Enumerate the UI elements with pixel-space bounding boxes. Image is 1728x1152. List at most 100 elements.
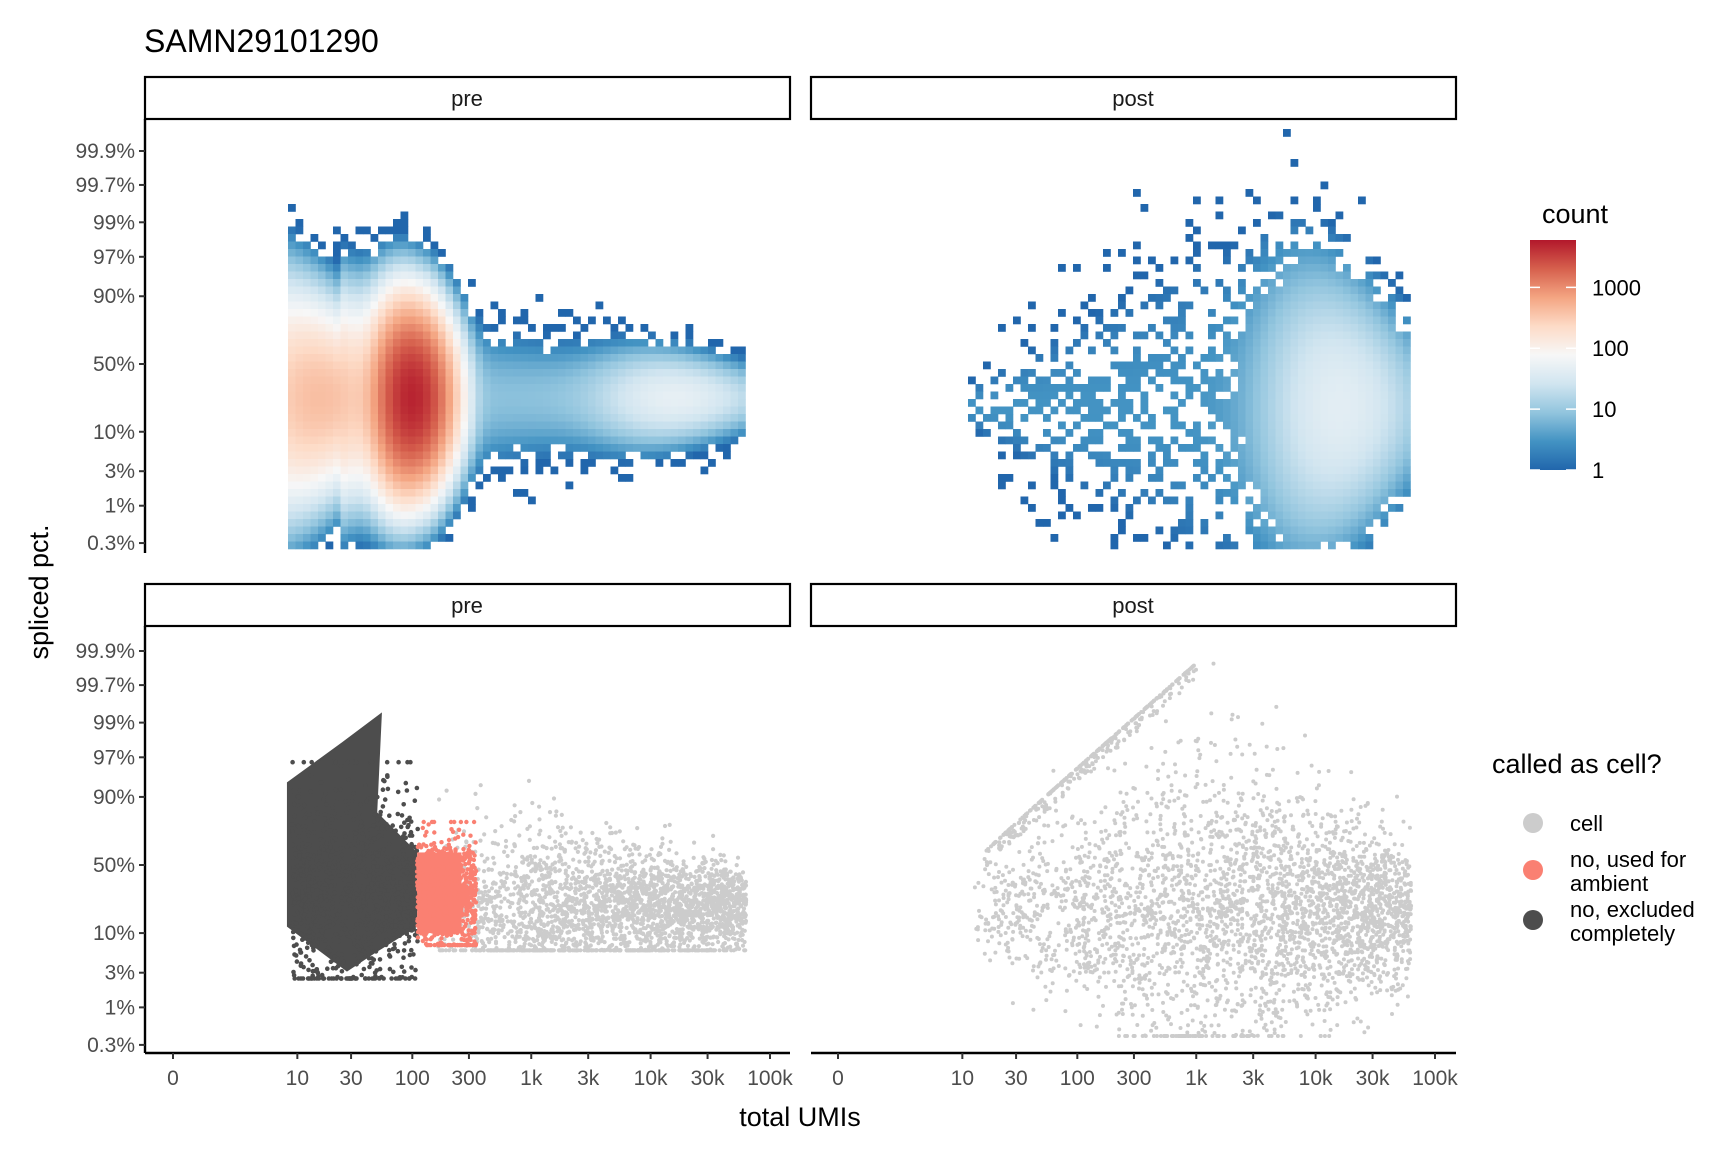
heatmap-tile (1260, 384, 1269, 392)
heatmap-tile (1170, 414, 1179, 422)
heatmap-tile (1178, 354, 1186, 362)
heatmap-tile (340, 354, 349, 362)
heatmap-tile (1200, 376, 1209, 385)
heatmap-tile (445, 294, 454, 302)
heatmap-tile (333, 324, 341, 332)
heatmap-tile (670, 436, 679, 445)
heatmap-tile (363, 481, 371, 490)
heatmap-tile (700, 466, 709, 475)
heatmap-tile (1253, 504, 1261, 512)
heatmap-tile (543, 399, 551, 407)
heatmap-tile (460, 346, 469, 355)
scatter-point (303, 935, 309, 940)
heatmap-tile (1215, 211, 1224, 220)
heatmap-tile (1260, 249, 1269, 257)
heatmap-tile (1215, 324, 1224, 332)
heatmap-pre (288, 204, 746, 550)
heatmap-tile (1260, 354, 1269, 362)
heatmap-tile (1335, 534, 1344, 542)
scatter-point (306, 967, 311, 973)
heatmap-tile (1080, 331, 1089, 340)
scatter-point (668, 839, 673, 844)
heatmap-tile (1133, 361, 1141, 370)
scatter-point (291, 969, 296, 975)
heatmap-tile (1275, 241, 1284, 250)
heatmap-tile (580, 384, 589, 392)
heatmap-tile (1275, 421, 1284, 430)
heatmap-tile (385, 429, 394, 437)
heatmap-tile (1110, 541, 1119, 550)
heatmap-tile (340, 504, 349, 512)
heatmap-tile (393, 286, 401, 295)
heatmap-tile (295, 466, 304, 475)
heatmap-tile (670, 361, 679, 370)
heatmap-tile (573, 391, 581, 400)
heatmap-tile (325, 384, 334, 392)
scatter-point (380, 911, 386, 917)
heatmap-tile (460, 309, 469, 317)
scatter-point (375, 853, 381, 858)
heatmap-tile (355, 459, 364, 467)
heatmap-tile (580, 399, 589, 407)
heatmap-tile (468, 384, 476, 392)
scatter-point (332, 954, 337, 959)
heatmap-tile (303, 279, 311, 287)
heatmap-tile (1155, 279, 1164, 287)
heatmap-tile (1253, 474, 1261, 482)
scatter-point (321, 863, 327, 868)
scatter-point (329, 817, 335, 822)
heatmap-tile (475, 414, 484, 422)
heatmap-tile (1058, 436, 1066, 445)
heatmap-tile (603, 429, 611, 437)
heatmap-tile (693, 391, 701, 400)
heatmap-tile (355, 384, 364, 392)
heatmap-tile (288, 459, 296, 467)
heatmap-tile (1268, 331, 1276, 340)
heatmap-tile (430, 474, 439, 482)
scatter-point (305, 924, 310, 929)
heatmap-tile (475, 406, 484, 415)
heatmap-tile (1043, 429, 1051, 437)
heatmap-tile (460, 384, 469, 392)
heatmap-tile (400, 406, 409, 415)
heatmap-tile (700, 406, 709, 415)
heatmap-tile (505, 406, 514, 415)
heatmap-tile (1343, 414, 1351, 422)
heatmap-tile (1215, 369, 1224, 377)
heatmap-tile (1238, 459, 1246, 467)
heatmap-tile (580, 369, 589, 377)
heatmap-tile (1125, 286, 1134, 295)
scatter-point (537, 817, 542, 822)
scatter-point (612, 860, 618, 865)
heatmap-tile (340, 541, 349, 550)
heatmap-tile (348, 339, 356, 347)
heatmap-tile (1095, 459, 1104, 467)
heatmap-tile (1320, 444, 1329, 452)
heatmap-tile (303, 249, 311, 257)
heatmap-tile (1380, 346, 1389, 355)
heatmap-tile (370, 444, 379, 452)
heatmap-tile (453, 504, 461, 512)
strip-top-right: post (809, 75, 1458, 121)
heatmap-tile (1358, 354, 1366, 362)
heatmap-tile (333, 354, 341, 362)
heatmap-tile (1290, 496, 1299, 505)
heatmap-tile (400, 496, 409, 505)
heatmap-tile (633, 444, 641, 452)
heatmap-tile (550, 384, 559, 392)
heatmap-tile (438, 481, 446, 490)
heatmap-tile (520, 376, 529, 385)
heatmap-tile (1358, 511, 1366, 520)
heatmap-tile (1028, 369, 1036, 377)
heatmap-tile (528, 414, 536, 422)
heatmap-tile (1320, 316, 1329, 325)
heatmap-tile (1148, 436, 1156, 445)
heatmap-tile (1200, 519, 1209, 527)
scatter-point (602, 849, 607, 854)
heatmap-tile (535, 361, 544, 370)
scatter-point (401, 861, 407, 867)
heatmap-tile (1193, 421, 1201, 430)
heatmap-tile (1320, 459, 1329, 467)
heatmap-tile (408, 526, 416, 535)
heatmap-tile (468, 496, 476, 505)
